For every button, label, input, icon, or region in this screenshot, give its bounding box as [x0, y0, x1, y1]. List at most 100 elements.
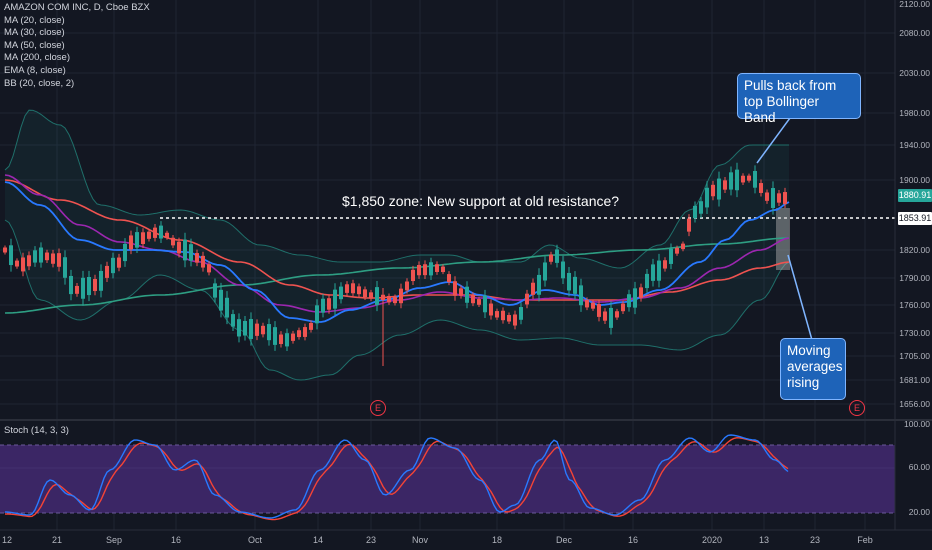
candle-body [651, 264, 655, 281]
candle-body [369, 292, 373, 299]
candle-body [51, 253, 55, 264]
candle-body [183, 239, 187, 261]
candle-body [177, 241, 181, 254]
earnings-badge[interactable]: E [370, 400, 386, 416]
candle [549, 251, 553, 265]
candle [357, 283, 361, 298]
candle [15, 258, 19, 269]
candle [495, 308, 499, 320]
candle-body [141, 232, 145, 244]
time-tick: 12 [1, 535, 13, 545]
candle [597, 299, 601, 322]
candle-body [741, 175, 745, 183]
candle-body [33, 250, 37, 263]
time-tick: 23 [809, 535, 821, 545]
candles [3, 162, 787, 366]
price-tick: 1820.00 [899, 245, 930, 255]
candle [117, 253, 121, 272]
candle-body [531, 282, 535, 295]
stoch-d-line [4, 436, 789, 521]
candle [537, 268, 541, 302]
candle [591, 300, 595, 311]
candle-body [405, 281, 409, 291]
candle [387, 293, 391, 305]
legend-ema8[interactable]: EMA (8, close) [4, 64, 66, 76]
candle-body [69, 275, 73, 295]
candle-body [237, 319, 241, 337]
candle [261, 322, 265, 338]
candle-body [165, 232, 169, 238]
candle-body [207, 264, 211, 273]
candle-body [201, 255, 205, 268]
candle [339, 282, 343, 304]
candle [147, 228, 151, 242]
candle-body [747, 175, 751, 181]
candle-body [99, 270, 103, 291]
time-tick: 16 [170, 535, 182, 545]
candle [249, 312, 253, 346]
candle [753, 165, 757, 194]
candle [453, 276, 457, 301]
candle-body [243, 320, 247, 336]
candle [369, 289, 373, 302]
candle [273, 321, 277, 351]
candle-body [111, 257, 115, 274]
candle [183, 232, 187, 268]
candle-body [303, 327, 307, 337]
candle [255, 319, 259, 341]
time-tick: 18 [491, 535, 503, 545]
candle-body [339, 286, 343, 300]
candle [663, 257, 667, 272]
candle-body [489, 303, 493, 316]
candle-body [417, 264, 421, 276]
candle [429, 257, 433, 280]
time-tick: Sep [105, 535, 123, 545]
candle [309, 320, 313, 333]
legend-bb[interactable]: BB (20, close, 2) [4, 77, 75, 89]
candle-body [255, 323, 259, 336]
candle [21, 252, 25, 277]
legend-title[interactable]: AMAZON COM INC, D, Cboe BZX [4, 2, 150, 13]
callout-top: Pulls back from top Bollinger Band [737, 73, 861, 125]
ma-200-line [4, 237, 790, 314]
candle-body [333, 289, 337, 309]
candle-body [261, 325, 265, 335]
stoch-title[interactable]: Stoch (14, 3, 3) [4, 425, 69, 436]
candle [135, 226, 139, 253]
price-tick: 1760.00 [899, 300, 930, 310]
candle [291, 330, 295, 344]
candle [153, 223, 157, 242]
candle-body [393, 296, 397, 304]
earnings-badge[interactable]: E [849, 400, 865, 416]
candle-body [555, 249, 559, 263]
candle-body [315, 305, 319, 324]
candle [543, 256, 547, 287]
candle [555, 244, 559, 268]
candle [669, 243, 673, 270]
candle-body [297, 330, 301, 338]
candle-body [669, 248, 673, 264]
legend-ma20[interactable]: MA (20, close) [4, 14, 65, 26]
candle [585, 297, 589, 311]
candle-body [753, 170, 757, 188]
legend-ma200[interactable]: MA (200, close) [4, 52, 70, 64]
stoch-tick: 100.00 [904, 419, 930, 429]
candle-body [675, 247, 679, 254]
candle [411, 265, 415, 285]
candle [207, 261, 211, 276]
candle [57, 248, 61, 272]
candle [729, 166, 733, 196]
candle [621, 300, 625, 315]
candle [171, 234, 175, 249]
candle [483, 289, 487, 318]
legend-ma50[interactable]: MA (50, close) [4, 39, 65, 51]
candle-body [543, 262, 547, 281]
candle [423, 260, 427, 279]
candle [711, 180, 715, 201]
legend-ma30[interactable]: MA (30, close) [4, 27, 65, 39]
candle-body [429, 262, 433, 276]
candle-body [639, 287, 643, 298]
candle-body [453, 281, 457, 296]
candle [39, 242, 43, 268]
